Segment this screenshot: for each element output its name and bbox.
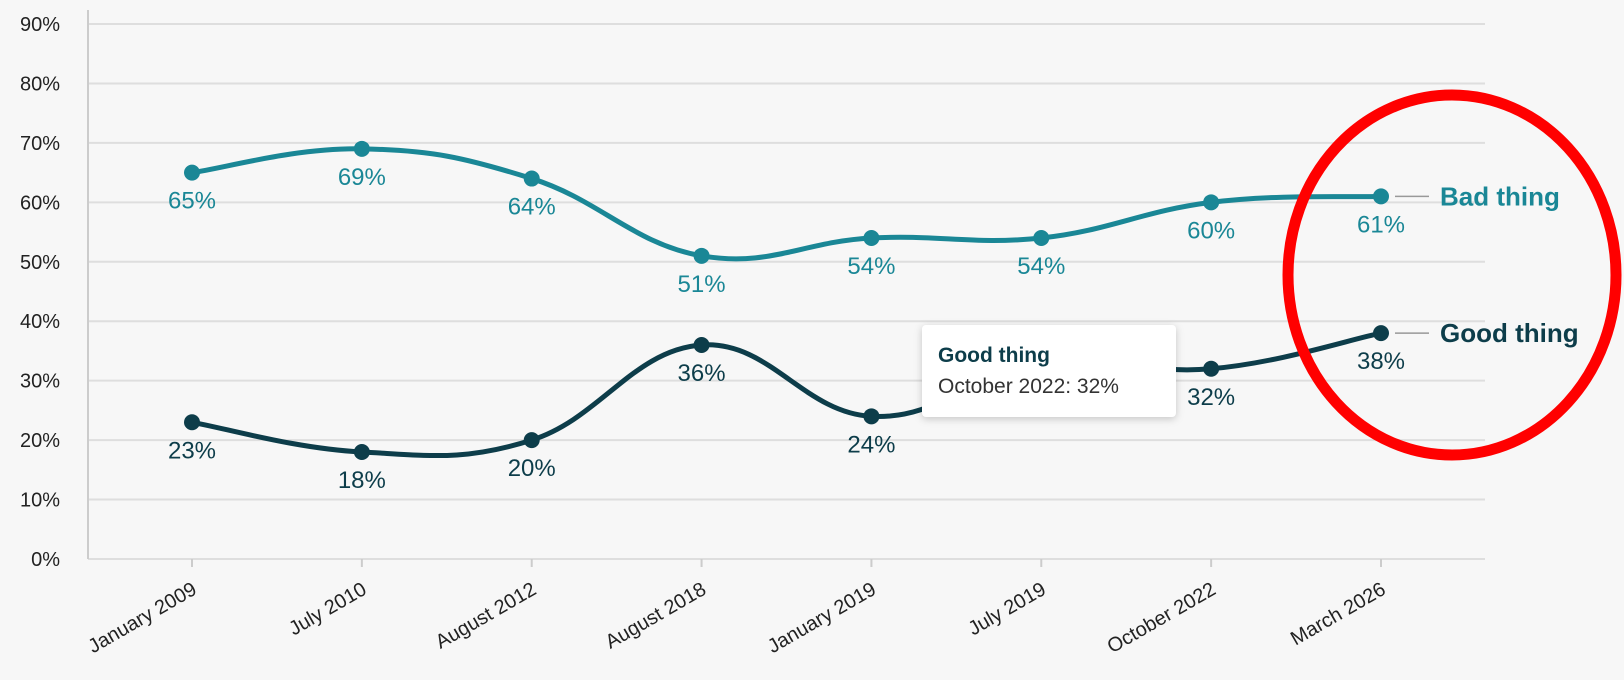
- data-point: [184, 414, 200, 431]
- data-label: 23%: [168, 437, 216, 464]
- data-point: [523, 432, 540, 449]
- legend-label: Good thing: [1440, 318, 1579, 348]
- data-point: [693, 247, 710, 264]
- data-point: [1203, 360, 1220, 377]
- data-point: [523, 170, 540, 187]
- data-label: 20%: [508, 455, 556, 482]
- y-tick-label: 50%: [20, 252, 60, 274]
- y-tick-label: 70%: [20, 133, 60, 155]
- data-point: [1373, 188, 1389, 205]
- data-label: 65%: [168, 188, 216, 215]
- data-label: 18%: [338, 467, 386, 494]
- data-label: 51%: [678, 271, 726, 298]
- y-tick-label: 10%: [20, 490, 60, 512]
- tooltip-title: Good thing: [938, 344, 1050, 367]
- y-tick-label: 30%: [20, 371, 60, 393]
- data-label: 24%: [847, 431, 895, 458]
- data-point: [693, 337, 710, 353]
- data-label: 36%: [678, 360, 726, 387]
- data-point: [1373, 325, 1389, 342]
- data-label: 61%: [1357, 211, 1405, 238]
- y-tick-label: 40%: [20, 311, 60, 333]
- data-point: [863, 230, 880, 246]
- data-label: 32%: [1187, 384, 1235, 411]
- series-line: [191, 146, 1382, 262]
- data-point: [1033, 230, 1050, 246]
- y-tick-label: 20%: [20, 430, 60, 452]
- data-point: [1203, 194, 1220, 211]
- y-tick-label: 0%: [31, 549, 60, 571]
- data-point: [353, 140, 370, 157]
- tooltip-box: [922, 325, 1176, 417]
- tooltip-text: October 2022: 32%: [938, 375, 1119, 398]
- y-tick-label: 90%: [20, 14, 60, 36]
- y-tick-label: 80%: [20, 73, 60, 95]
- highlight-circle: [1282, 89, 1622, 461]
- series-line: [191, 330, 1382, 459]
- data-point: [353, 444, 370, 460]
- data-label: 64%: [508, 194, 556, 221]
- data-label: 60%: [1187, 217, 1235, 244]
- data-point: [863, 408, 880, 425]
- y-tick-label: 60%: [20, 192, 60, 214]
- legend-label: Bad thing: [1440, 181, 1560, 211]
- data-label: 54%: [847, 253, 895, 280]
- data-label: 38%: [1357, 348, 1405, 375]
- data-label: 69%: [338, 164, 386, 191]
- data-label: 54%: [1017, 253, 1065, 280]
- data-point: [184, 164, 200, 181]
